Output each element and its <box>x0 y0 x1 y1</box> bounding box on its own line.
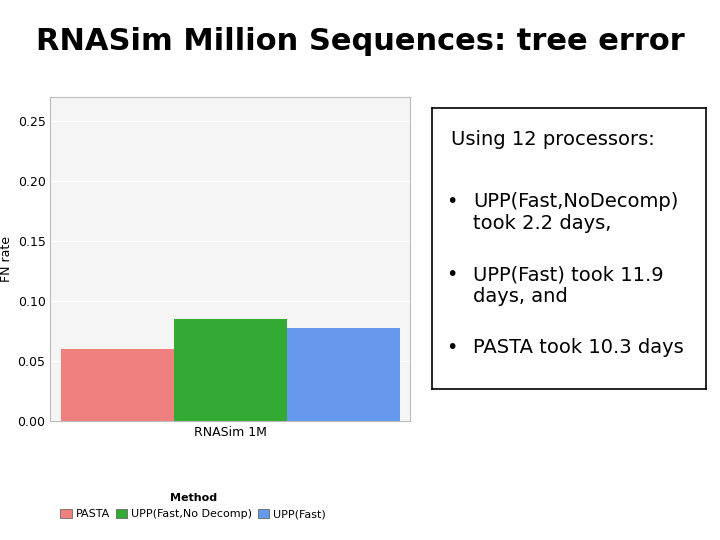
Text: Using 12 processors:: Using 12 processors: <box>451 131 655 150</box>
Text: UPP(Fast,NoDecomp)
took 2.2 days,: UPP(Fast,NoDecomp) took 2.2 days, <box>473 192 678 233</box>
Text: •: • <box>446 192 457 211</box>
Text: •: • <box>446 265 457 284</box>
Bar <box>174 319 287 421</box>
Bar <box>60 349 174 421</box>
Bar <box>287 328 400 421</box>
Text: UPP(Fast) took 11.9
days, and: UPP(Fast) took 11.9 days, and <box>473 265 664 306</box>
Text: •: • <box>446 338 457 357</box>
Text: PASTA took 10.3 days: PASTA took 10.3 days <box>473 338 684 357</box>
Y-axis label: FN rate: FN rate <box>1 236 14 282</box>
Legend: PASTA, UPP(Fast,No Decomp), UPP(Fast): PASTA, UPP(Fast,No Decomp), UPP(Fast) <box>56 489 330 524</box>
Text: RNASim Million Sequences: tree error: RNASim Million Sequences: tree error <box>35 27 685 56</box>
